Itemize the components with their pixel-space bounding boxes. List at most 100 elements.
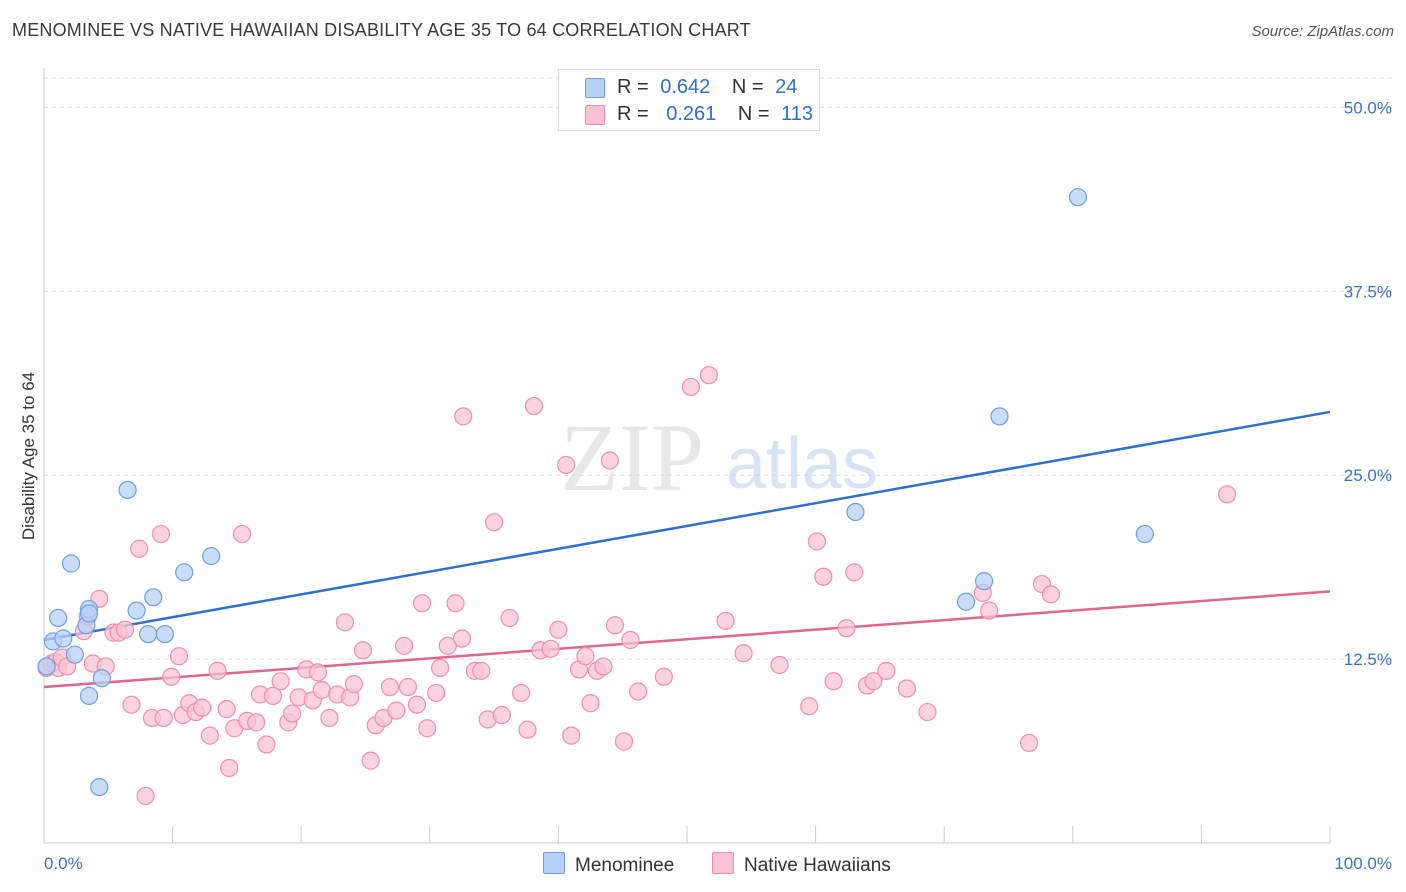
y-tick-label: 12.5% [1344, 650, 1392, 669]
native-hawaiians-point [308, 663, 328, 682]
native-hawaiians-point [200, 726, 219, 745]
native-hawaiians-point [208, 661, 227, 680]
native-hawaiians-point [557, 455, 576, 475]
native-hawaiians-point [845, 563, 864, 582]
native-hawaiians-point [136, 786, 155, 806]
menominee-point [127, 601, 146, 620]
native-hawaiians-point [681, 377, 700, 397]
r-value: 0.642 [660, 76, 711, 98]
native-hawaiians-point [524, 396, 544, 416]
gridlines [44, 77, 1392, 660]
menominee-point [956, 592, 976, 611]
native-hawaiians-point [220, 758, 239, 778]
native-hawaiians-point [918, 702, 937, 722]
native-hawaiians-point [320, 708, 339, 728]
native-hawaiians-point [614, 732, 634, 751]
menominee-point [118, 480, 137, 500]
native-hawaiians-point [344, 675, 364, 694]
native-hawaiians-point [814, 567, 833, 586]
legend-swatch-menominee [543, 852, 565, 874]
menominee-point [90, 777, 109, 797]
menominee-point [79, 604, 99, 623]
native-hawaiians-point [1218, 485, 1237, 504]
native-hawaiians-point [427, 683, 446, 703]
legend-swatch-native-hawaiians [585, 105, 605, 125]
menominee-point [155, 624, 174, 644]
native-hawaiians-point [130, 539, 149, 558]
native-hawaiians-point [576, 647, 595, 666]
native-hawaiians-point [629, 682, 648, 701]
native-hawaiians-point [257, 735, 276, 754]
menominee-point [37, 657, 56, 676]
legend-swatch-native-hawaiians [712, 852, 734, 874]
legend-label-menominee: Menominee [575, 855, 675, 876]
menominee-point [79, 686, 99, 705]
x-tick-label: 0.0% [44, 854, 83, 873]
watermark-atlas: atlas [726, 424, 878, 504]
native-hawaiians-point [271, 672, 290, 691]
menominee-point [846, 502, 865, 522]
native-hawaiians-point [122, 695, 141, 714]
native-hawaiians-point [283, 704, 302, 723]
y-tick-label: 25.0% [1344, 466, 1392, 485]
native-hawaiians-point [716, 611, 735, 630]
menominee-point [175, 563, 194, 582]
menominee-point [974, 572, 994, 591]
menominee-point [990, 407, 1009, 426]
native-hawaiians-point [162, 667, 181, 686]
native-hawaiians-point [154, 708, 173, 728]
native-hawaiians-point [512, 683, 531, 703]
native-hawaiians-point [770, 655, 789, 675]
native-hawaiians-point [824, 672, 843, 691]
native-hawaiians-point [1041, 585, 1061, 604]
menominee-point [144, 588, 163, 607]
r-label: R = [617, 76, 649, 98]
source-attribution: Source: ZipAtlas.com [1251, 23, 1394, 40]
native-hawaiians-point [412, 594, 432, 613]
native-hawaiians-point [217, 700, 236, 719]
legend-swatch-menominee [585, 78, 605, 98]
y-tick-label: 50.0% [1344, 98, 1392, 117]
native-hawaiians-point [492, 705, 511, 725]
native-hawaiians-point [541, 639, 560, 658]
native-hawaiians-point [454, 407, 473, 426]
native-hawaiians-point [549, 620, 568, 639]
native-hawaiians-point [621, 630, 640, 650]
y-axis-label: Disability Age 35 to 64 [19, 372, 38, 540]
native-hawaiians-point [430, 658, 450, 678]
trend-lines [43, 410, 1331, 689]
bottom-legend-menominee: Menominee [543, 852, 674, 877]
menominee-point [65, 645, 84, 664]
native-hawaiians-point [263, 686, 283, 705]
menominee-points [37, 188, 1154, 797]
native-hawaiians-point [897, 679, 917, 698]
n-label: N = [737, 103, 770, 125]
native-hawaiians-point [837, 619, 856, 638]
legend-label-native-hawaiians: Native Hawaiians [744, 855, 891, 876]
menominee-point [92, 669, 111, 688]
native-hawaiians-point [699, 366, 718, 385]
native-hawaiians-point [452, 629, 472, 648]
native-hawaiians-point [500, 608, 519, 628]
menominee-point [1135, 524, 1154, 544]
native-hawaiians-trend-line [43, 590, 1331, 689]
r-label: R = [617, 103, 649, 125]
native-hawaiians-point [734, 644, 753, 663]
native-hawaiians-point [169, 647, 189, 666]
native-hawaiians-point [380, 677, 400, 697]
native-hawaiians-point [807, 532, 826, 551]
native-hawaiians-point [605, 616, 625, 635]
native-hawaiians-point [418, 719, 437, 738]
native-hawaiians-point [877, 661, 896, 680]
native-hawaiians-point [361, 751, 380, 770]
native-hawaiians-point [472, 661, 491, 680]
native-hawaiians-point [594, 657, 613, 676]
y-tick-label: 37.5% [1344, 282, 1392, 301]
native-hawaiians-point [335, 613, 355, 632]
axes [43, 68, 1331, 844]
n-value: 113 [781, 103, 814, 125]
menominee-point [139, 624, 158, 644]
native-hawaiians-point [438, 636, 457, 655]
native-hawaiians-point [353, 641, 373, 660]
